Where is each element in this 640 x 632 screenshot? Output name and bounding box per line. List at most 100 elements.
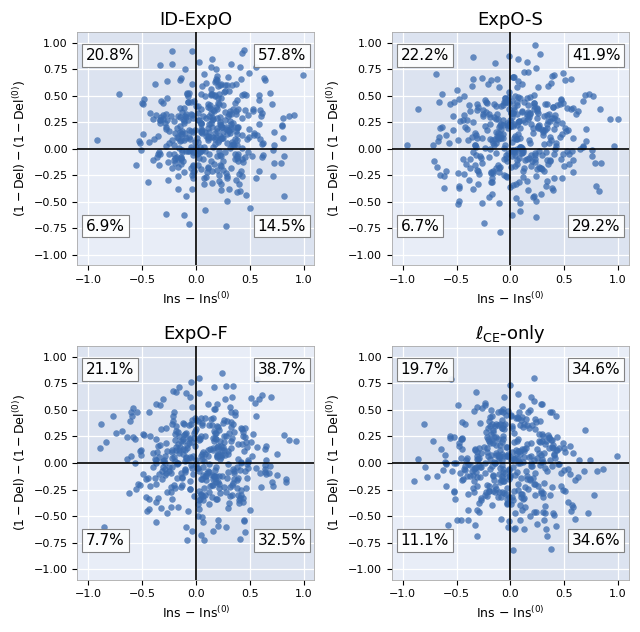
Point <box>175 135 186 145</box>
Point <box>203 466 213 476</box>
Point <box>230 175 241 185</box>
Point <box>196 530 206 540</box>
Point <box>564 441 575 451</box>
Point <box>159 454 169 465</box>
Point <box>208 114 218 124</box>
Point <box>158 110 168 120</box>
Point <box>488 475 499 485</box>
Point <box>185 483 195 494</box>
Point <box>170 128 180 138</box>
Point <box>468 117 478 127</box>
Point <box>495 441 505 451</box>
Point <box>212 442 222 452</box>
Point <box>148 114 159 124</box>
Point <box>469 463 479 473</box>
Point <box>220 107 230 118</box>
Point <box>520 502 530 512</box>
Point <box>184 392 195 403</box>
Point <box>173 133 183 143</box>
Point <box>216 93 227 103</box>
Point <box>182 441 192 451</box>
Point <box>515 142 525 152</box>
Point <box>471 142 481 152</box>
Point <box>529 455 539 465</box>
Point <box>160 451 170 461</box>
Point <box>535 164 545 174</box>
Point <box>484 152 494 162</box>
Point <box>475 418 485 428</box>
Point <box>234 495 244 505</box>
Point <box>502 451 512 461</box>
Point <box>138 128 148 138</box>
Point <box>502 494 512 504</box>
Point <box>498 129 508 139</box>
Point <box>598 464 609 474</box>
Point <box>440 130 451 140</box>
Point <box>573 106 584 116</box>
Point <box>264 468 274 478</box>
Point <box>221 138 232 148</box>
Point <box>537 150 547 160</box>
Point <box>503 149 513 159</box>
Point <box>542 176 552 186</box>
Point <box>151 399 161 409</box>
Point <box>197 462 207 472</box>
Point <box>516 444 527 454</box>
Point <box>473 102 483 112</box>
Point <box>612 451 622 461</box>
Point <box>200 413 210 423</box>
Point <box>209 436 220 446</box>
Point <box>221 430 231 441</box>
Point <box>199 142 209 152</box>
Point <box>541 155 552 165</box>
Point <box>181 388 191 398</box>
Point <box>239 45 250 55</box>
Point <box>489 140 499 150</box>
Point <box>201 171 211 181</box>
Point <box>257 138 268 149</box>
Point <box>215 150 225 161</box>
X-axis label: Ins $-$ Ins$^{(0)}$: Ins $-$ Ins$^{(0)}$ <box>162 605 230 621</box>
Point <box>264 88 275 99</box>
Point <box>526 458 536 468</box>
Point <box>459 169 469 179</box>
Point <box>204 499 214 509</box>
Point <box>220 450 230 460</box>
Point <box>166 502 177 512</box>
Point <box>419 418 429 428</box>
Point <box>186 459 196 470</box>
Point <box>255 134 265 144</box>
Point <box>126 407 136 417</box>
Point <box>239 516 249 526</box>
Point <box>493 132 503 142</box>
Point <box>512 109 522 119</box>
Point <box>234 169 244 179</box>
Point <box>547 112 557 123</box>
Point <box>179 118 189 128</box>
Point <box>160 470 170 480</box>
Point <box>216 120 226 130</box>
Point <box>161 109 171 119</box>
Point <box>242 473 252 483</box>
Point <box>279 191 289 201</box>
Point <box>208 526 218 537</box>
Point <box>189 491 199 501</box>
Point <box>269 157 280 167</box>
Point <box>484 411 495 422</box>
Point <box>547 443 557 453</box>
Point <box>500 154 511 164</box>
Point <box>200 449 210 459</box>
Point <box>230 98 240 108</box>
Point <box>196 118 206 128</box>
Point <box>463 515 473 525</box>
Point <box>173 432 184 442</box>
Point <box>448 111 458 121</box>
Point <box>467 131 477 142</box>
Point <box>203 102 213 112</box>
Point <box>157 474 167 484</box>
Point <box>490 487 500 497</box>
Point <box>428 140 438 150</box>
Point <box>210 90 220 100</box>
Point <box>206 83 216 94</box>
Point <box>176 154 186 164</box>
